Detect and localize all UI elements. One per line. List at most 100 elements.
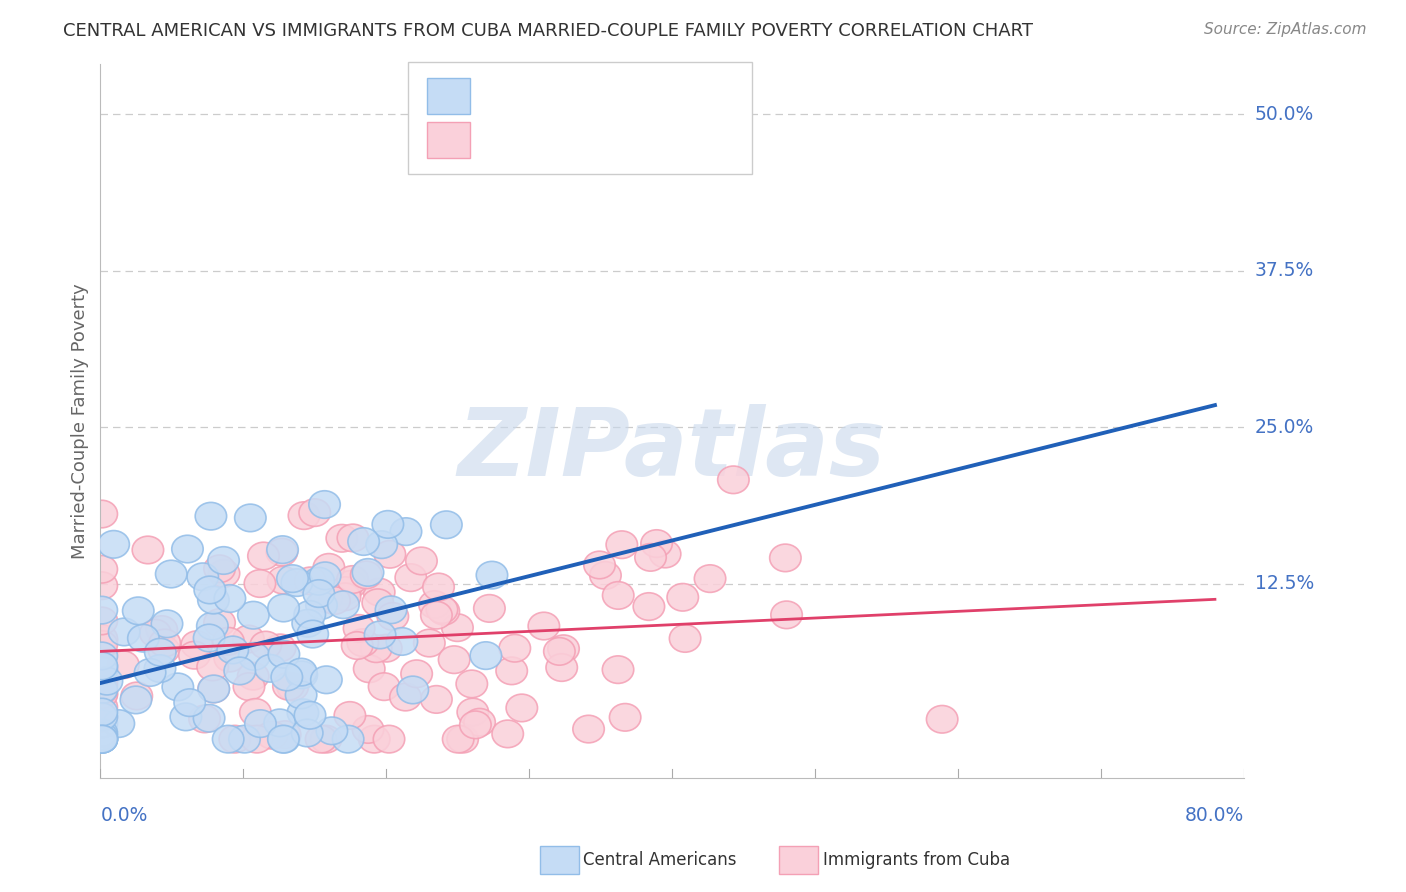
Ellipse shape	[86, 680, 118, 707]
Ellipse shape	[366, 531, 398, 558]
Ellipse shape	[269, 640, 299, 668]
Ellipse shape	[86, 597, 118, 624]
Ellipse shape	[247, 542, 280, 570]
Ellipse shape	[86, 607, 118, 635]
Ellipse shape	[86, 703, 118, 731]
Ellipse shape	[297, 620, 329, 648]
Ellipse shape	[172, 535, 204, 563]
Ellipse shape	[589, 562, 621, 590]
Ellipse shape	[188, 706, 221, 732]
Ellipse shape	[208, 547, 239, 574]
Ellipse shape	[86, 725, 118, 753]
Ellipse shape	[86, 719, 118, 747]
Text: R =: R =	[482, 131, 522, 149]
Ellipse shape	[242, 725, 273, 753]
Ellipse shape	[86, 677, 118, 704]
Ellipse shape	[86, 672, 118, 699]
Ellipse shape	[148, 636, 180, 664]
Ellipse shape	[273, 673, 304, 700]
Ellipse shape	[364, 578, 395, 606]
Ellipse shape	[391, 518, 422, 545]
Ellipse shape	[294, 701, 326, 729]
Ellipse shape	[187, 563, 218, 591]
Ellipse shape	[314, 554, 344, 581]
Ellipse shape	[342, 632, 373, 659]
Ellipse shape	[197, 653, 228, 681]
Ellipse shape	[217, 636, 249, 664]
Ellipse shape	[122, 597, 155, 624]
Ellipse shape	[86, 723, 118, 750]
Ellipse shape	[103, 710, 135, 738]
Ellipse shape	[239, 698, 271, 726]
Ellipse shape	[456, 670, 488, 698]
Ellipse shape	[499, 634, 530, 662]
Ellipse shape	[413, 629, 446, 657]
Ellipse shape	[359, 725, 389, 753]
Ellipse shape	[267, 536, 298, 564]
Ellipse shape	[285, 658, 316, 686]
Ellipse shape	[572, 715, 605, 743]
Ellipse shape	[86, 725, 118, 753]
Ellipse shape	[769, 544, 801, 572]
Ellipse shape	[245, 570, 276, 598]
Ellipse shape	[927, 706, 957, 733]
Ellipse shape	[319, 587, 350, 615]
Ellipse shape	[198, 675, 229, 703]
Ellipse shape	[464, 708, 495, 736]
Ellipse shape	[548, 635, 579, 663]
Ellipse shape	[546, 654, 578, 681]
Ellipse shape	[204, 555, 235, 582]
Ellipse shape	[583, 551, 616, 579]
Ellipse shape	[214, 585, 246, 612]
Text: Immigrants from Cuba: Immigrants from Cuba	[823, 851, 1010, 869]
Ellipse shape	[364, 621, 395, 648]
Ellipse shape	[295, 567, 326, 595]
Ellipse shape	[477, 561, 508, 589]
Ellipse shape	[174, 689, 205, 716]
Ellipse shape	[309, 491, 340, 518]
Ellipse shape	[86, 631, 118, 658]
Ellipse shape	[326, 524, 357, 552]
Ellipse shape	[335, 571, 367, 599]
Ellipse shape	[250, 632, 281, 659]
Text: 0.482: 0.482	[524, 87, 582, 105]
Ellipse shape	[406, 547, 437, 574]
Ellipse shape	[194, 705, 225, 732]
Ellipse shape	[439, 646, 470, 673]
Text: CENTRAL AMERICAN VS IMMIGRANTS FROM CUBA MARRIED-COUPLE FAMILY POVERTY CORRELATI: CENTRAL AMERICAN VS IMMIGRANTS FROM CUBA…	[63, 22, 1033, 40]
Ellipse shape	[337, 566, 368, 593]
Ellipse shape	[145, 655, 176, 682]
Ellipse shape	[86, 500, 118, 528]
Ellipse shape	[238, 601, 269, 629]
Ellipse shape	[377, 603, 409, 631]
Ellipse shape	[181, 631, 212, 658]
Ellipse shape	[419, 591, 450, 618]
Ellipse shape	[108, 618, 139, 646]
Ellipse shape	[238, 663, 269, 690]
Ellipse shape	[304, 580, 335, 607]
Text: 90: 90	[640, 87, 665, 105]
Ellipse shape	[86, 652, 118, 680]
Ellipse shape	[86, 725, 118, 753]
Ellipse shape	[470, 642, 502, 669]
Text: N =: N =	[588, 87, 640, 105]
Ellipse shape	[287, 699, 319, 726]
Ellipse shape	[149, 629, 180, 657]
Ellipse shape	[270, 721, 301, 748]
Ellipse shape	[770, 601, 803, 629]
Ellipse shape	[650, 541, 681, 568]
Ellipse shape	[86, 681, 118, 708]
Ellipse shape	[426, 596, 458, 624]
Ellipse shape	[669, 624, 700, 652]
Ellipse shape	[267, 594, 299, 622]
Ellipse shape	[423, 574, 454, 601]
Ellipse shape	[245, 710, 276, 738]
Ellipse shape	[292, 609, 323, 637]
Ellipse shape	[311, 725, 342, 753]
Ellipse shape	[332, 725, 364, 753]
Ellipse shape	[86, 725, 118, 753]
Ellipse shape	[239, 642, 270, 670]
Ellipse shape	[496, 657, 527, 684]
Ellipse shape	[277, 673, 308, 701]
Ellipse shape	[86, 693, 118, 721]
